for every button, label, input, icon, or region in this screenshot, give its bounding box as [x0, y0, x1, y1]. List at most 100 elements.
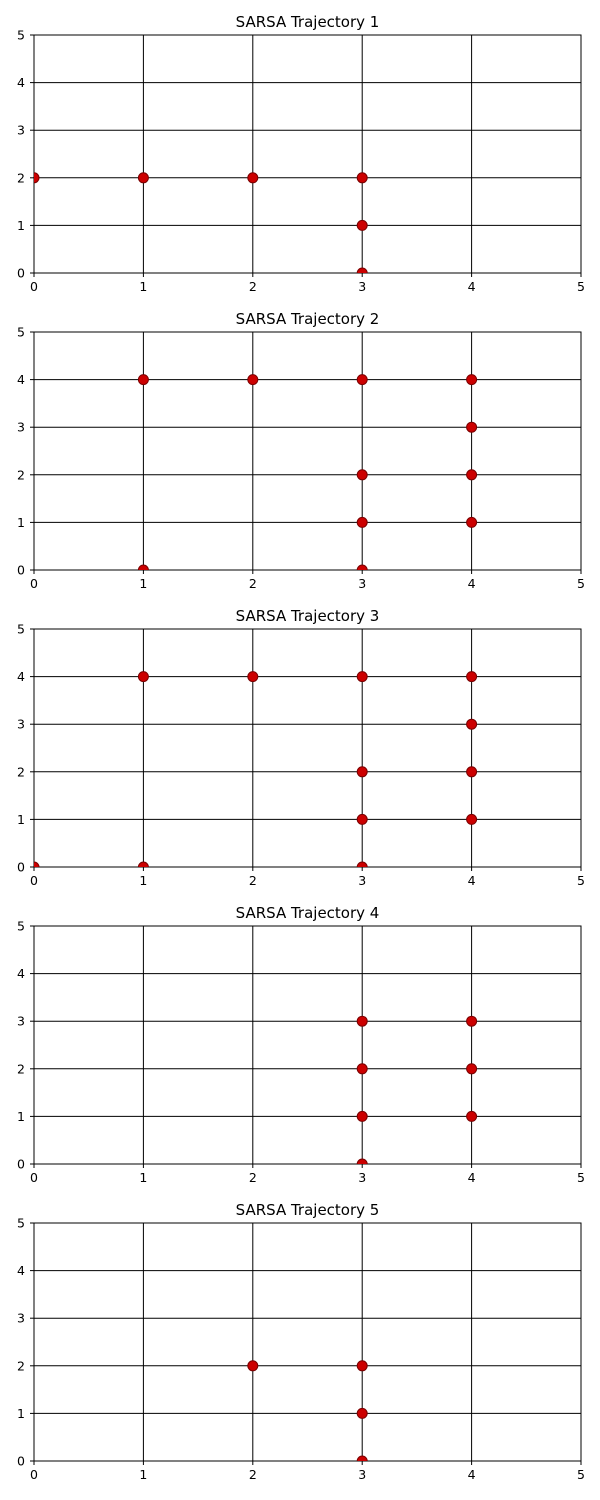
chart-title: SARSA Trajectory 4: [236, 904, 380, 922]
y-tick-label: 5: [17, 325, 25, 340]
data-point: [356, 861, 368, 867]
x-tick-label: 4: [468, 1467, 476, 1482]
x-tick-label: 5: [577, 1467, 585, 1482]
plot-frame: [33, 331, 582, 571]
x-tick-label: 3: [358, 1170, 366, 1185]
chart-3: SARSA Trajectory 3 0 1 2 3 4 5 0 1 2 3 4 5: [17, 607, 585, 888]
x-tick-label: 5: [577, 873, 585, 888]
x-tick-label: 2: [249, 1467, 257, 1482]
x-tick-label: 5: [577, 1170, 585, 1185]
x-tick-label: 2: [249, 873, 257, 888]
x-tick-label: 1: [139, 873, 147, 888]
data-point: [356, 374, 368, 386]
data-point: [137, 374, 149, 386]
data-point: [356, 1455, 368, 1461]
data-point: [356, 1360, 368, 1372]
y-tick-label: 0: [17, 1454, 25, 1469]
data-point: [466, 516, 478, 528]
data-point: [137, 671, 149, 683]
y-tick-label: 2: [17, 467, 25, 482]
y-tick-label: 5: [17, 622, 25, 637]
y-tick-label: 1: [17, 812, 25, 827]
y-tick-label: 1: [17, 515, 25, 530]
y-tick-label: 0: [17, 1157, 25, 1172]
data-point: [466, 1110, 478, 1122]
y-tick-label: 4: [17, 669, 25, 684]
x-tick-label: 4: [468, 576, 476, 591]
x-tick-label: 0: [30, 576, 38, 591]
data-point: [356, 219, 368, 231]
data-point: [356, 1407, 368, 1419]
y-tick-label: 4: [17, 966, 25, 981]
x-tick-label: 0: [30, 1170, 38, 1185]
data-point: [356, 1015, 368, 1027]
chart-title: SARSA Trajectory 2: [236, 310, 380, 328]
data-points: [356, 1015, 478, 1164]
data-point: [356, 564, 368, 570]
data-point: [466, 718, 478, 730]
x-tick-label: 4: [468, 873, 476, 888]
data-points: [247, 1360, 368, 1461]
x-tick-label: 2: [249, 279, 257, 294]
data-point: [247, 671, 259, 683]
chart-2: SARSA Trajectory 2 0 1 2 3 4 5 0 1 2 3 4 5: [17, 310, 585, 591]
data-point: [466, 1063, 478, 1075]
x-tick-label: 0: [30, 1467, 38, 1482]
y-tick-label: 5: [17, 28, 25, 43]
x-tick-label: 1: [139, 1467, 147, 1482]
data-points: [34, 671, 478, 867]
data-point: [356, 813, 368, 825]
data-point: [356, 172, 368, 184]
data-point: [247, 374, 259, 386]
y-tick-label: 3: [17, 123, 25, 138]
data-point: [34, 172, 40, 184]
x-tick-label: 3: [358, 1467, 366, 1482]
y-tick-label: 0: [17, 563, 25, 578]
data-point: [466, 1015, 478, 1027]
y-tick-label: 0: [17, 266, 25, 281]
x-tick-label: 5: [577, 279, 585, 294]
data-point: [466, 421, 478, 433]
y-tick-label: 2: [17, 764, 25, 779]
x-tick-label: 2: [249, 1170, 257, 1185]
x-tick-label: 5: [577, 576, 585, 591]
data-point: [247, 172, 259, 184]
data-point: [466, 469, 478, 481]
data-point: [356, 516, 368, 528]
plot-frame: [33, 628, 582, 868]
y-tick-label: 2: [17, 1358, 25, 1373]
y-tick-label: 1: [17, 1406, 25, 1421]
data-point: [34, 861, 40, 867]
x-tick-label: 1: [139, 1170, 147, 1185]
y-tick-label: 4: [17, 75, 25, 90]
plot-frame: [33, 1222, 582, 1462]
y-tick-label: 3: [17, 1014, 25, 1029]
y-tick-label: 4: [17, 372, 25, 387]
x-tick-label: 1: [139, 576, 147, 591]
data-point: [137, 172, 149, 184]
data-point: [247, 1360, 259, 1372]
y-tick-label: 3: [17, 420, 25, 435]
y-tick-label: 3: [17, 1311, 25, 1326]
data-point: [137, 861, 149, 867]
y-tick-label: 4: [17, 1263, 25, 1278]
y-tick-label: 2: [17, 170, 25, 185]
y-tick-label: 2: [17, 1061, 25, 1076]
x-tick-label: 3: [358, 279, 366, 294]
x-tick-label: 3: [358, 576, 366, 591]
data-point: [356, 1158, 368, 1164]
data-point: [466, 671, 478, 683]
chart-title: SARSA Trajectory 3: [236, 607, 380, 625]
y-tick-label: 5: [17, 919, 25, 934]
data-point: [356, 1063, 368, 1075]
data-point: [137, 564, 149, 570]
x-tick-label: 0: [30, 279, 38, 294]
data-point: [356, 267, 368, 273]
chart-1: SARSA Trajectory 1 0 1 2 3 4 5 0 1 2 3 4 5: [17, 13, 585, 294]
y-tick-label: 1: [17, 1109, 25, 1124]
chart-5: SARSA Trajectory 5 0 1 2 3 4 5 0 1 2 3 4 5: [17, 1201, 585, 1482]
data-point: [466, 766, 478, 778]
plot-frame: [33, 925, 582, 1165]
x-tick-label: 4: [468, 279, 476, 294]
